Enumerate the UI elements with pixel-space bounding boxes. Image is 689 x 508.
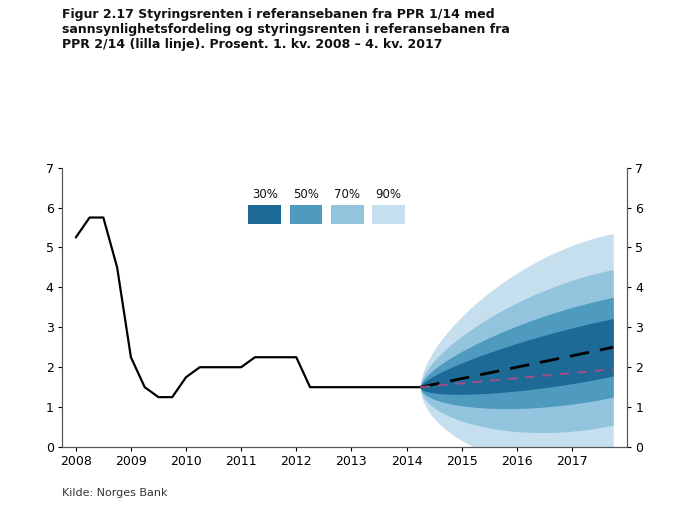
Text: Figur 2.17 Styringsrenten i referansebanen fra PPR 1/14 med: Figur 2.17 Styringsrenten i referanseban…: [62, 8, 495, 21]
Text: 70%: 70%: [334, 188, 360, 201]
Text: Kilde: Norges Bank: Kilde: Norges Bank: [62, 488, 167, 498]
Bar: [331, 205, 364, 224]
Text: 30%: 30%: [252, 188, 278, 201]
Text: 50%: 50%: [293, 188, 319, 201]
Text: PPR 2/14 (lilla linje). Prosent. 1. kv. 2008 – 4. kv. 2017: PPR 2/14 (lilla linje). Prosent. 1. kv. …: [62, 38, 442, 51]
Text: 90%: 90%: [376, 188, 402, 201]
Bar: [249, 205, 281, 224]
Text: sannsynlighetsfordeling og styringsrenten i referansebanen fra: sannsynlighetsfordeling og styringsrente…: [62, 23, 510, 36]
Bar: [289, 205, 322, 224]
Bar: [372, 205, 405, 224]
